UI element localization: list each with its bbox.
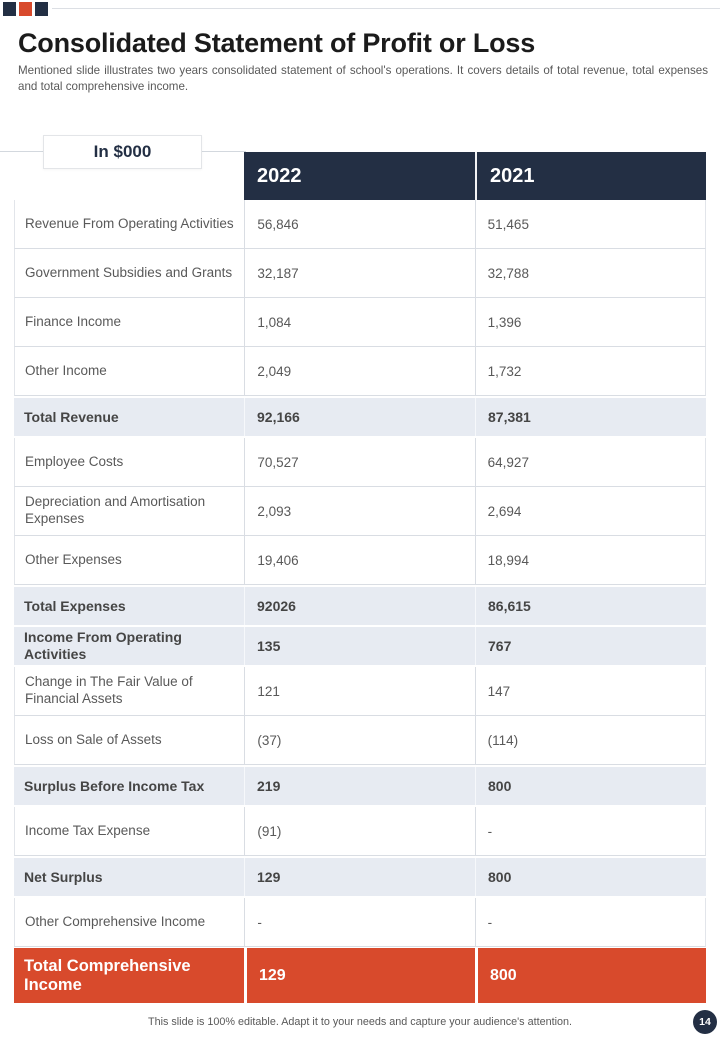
accent-square-navy [3, 2, 16, 16]
value-cell-2022: 219 [244, 767, 475, 805]
value-cell-2022: (37) [244, 716, 474, 764]
row-label-cell: Surplus Before Income Tax [24, 777, 205, 794]
table-row: Net Surplus 129 800 [14, 858, 706, 896]
value-cell-2022: 135 [244, 627, 475, 665]
accent-square-navy [35, 2, 48, 16]
value-cell-2022: 2,049 [244, 347, 474, 395]
table-row: Total Comprehensive Income 129 800 [14, 948, 706, 1003]
top-accent-squares [3, 2, 48, 16]
row-label-cell: Total Comprehensive Income [24, 956, 191, 994]
value-cell-2021: 18,994 [474, 536, 705, 584]
row-label-cell: Income Tax Expense [25, 822, 151, 838]
row-label-cell: Depreciation and Amortisation Expenses [25, 494, 206, 526]
table-row: Revenue From Operating Activities 56,846… [14, 200, 706, 249]
header-spacer-cell [14, 152, 244, 200]
value-cell-2022: 70,527 [244, 438, 474, 486]
value-cell-2021: (114) [474, 716, 705, 764]
units-label-box: In $000 [43, 135, 202, 169]
row-label-cell: Net Surplus [24, 868, 103, 885]
table-row: Finance Income 1,084 1,396 [14, 298, 706, 347]
table-row: Total Expenses 92026 86,615 [14, 587, 706, 625]
value-cell-2022: 129 [244, 858, 475, 896]
table-row: Other Comprehensive Income - - [14, 898, 706, 947]
row-label-cell: Other Comprehensive Income [25, 913, 206, 929]
page-number-badge: 14 [693, 1010, 717, 1034]
value-cell-2021: 147 [474, 667, 705, 715]
table-row: Total Revenue 92,166 87,381 [14, 398, 706, 436]
value-cell-2022: - [244, 898, 474, 946]
value-cell-2022: 92,166 [244, 398, 475, 436]
table-body: Revenue From Operating Activities 56,846… [14, 200, 706, 1003]
value-cell-2021: 1,732 [474, 347, 705, 395]
row-label-cell: Income From Operating Activities [24, 629, 182, 662]
row-label-cell: Employee Costs [25, 453, 124, 469]
value-cell-2021: 800 [475, 767, 706, 805]
profit-loss-table: 2022 2021 Revenue From Operating Activit… [14, 152, 706, 1003]
table-row: Other Expenses 19,406 18,994 [14, 536, 706, 585]
accent-square-orange [19, 2, 32, 16]
value-cell-2022: (91) [244, 807, 474, 855]
table-row: Income Tax Expense (91) - [14, 807, 706, 856]
value-cell-2022: 129 [244, 948, 475, 1003]
row-label-cell: Change in The Fair Value of Financial As… [25, 674, 193, 706]
value-cell-2021: 32,788 [474, 249, 705, 297]
table-header-row: 2022 2021 [14, 152, 706, 200]
value-cell-2021: 87,381 [475, 398, 706, 436]
page-title: Consolidated Statement of Profit or Loss [18, 28, 536, 58]
table-row: Surplus Before Income Tax 219 800 [14, 767, 706, 805]
table-row: Government Subsidies and Grants 32,187 3… [14, 249, 706, 298]
row-label-cell: Finance Income [25, 313, 122, 329]
value-cell-2021: 800 [475, 948, 706, 1003]
table-row: Other Income 2,049 1,732 [14, 347, 706, 396]
row-label-cell: Revenue From Operating Activities [25, 215, 234, 231]
value-cell-2021: - [474, 898, 705, 946]
value-cell-2022: 92026 [244, 587, 475, 625]
table-row: Income From Operating Activities 135 767 [14, 627, 706, 665]
table-row: Loss on Sale of Assets (37) (114) [14, 716, 706, 765]
footer-note: This slide is 100% editable. Adapt it to… [147, 1016, 572, 1028]
value-cell-2021: 1,396 [474, 298, 705, 346]
page-subtitle: Mentioned slide illustrates two years co… [18, 64, 708, 94]
value-cell-2021: - [474, 807, 705, 855]
top-divider-line [52, 8, 720, 9]
row-label-cell: Total Revenue [24, 408, 119, 425]
value-cell-2022: 19,406 [244, 536, 474, 584]
row-label-cell: Government Subsidies and Grants [25, 264, 233, 280]
row-label-cell: Loss on Sale of Assets [25, 731, 162, 747]
row-label-cell: Other Income [25, 362, 107, 378]
table-row: Change in The Fair Value of Financial As… [14, 667, 706, 716]
table-row: Employee Costs 70,527 64,927 [14, 438, 706, 487]
value-cell-2021: 2,694 [474, 487, 705, 535]
table-row: Depreciation and Amortisation Expenses 2… [14, 487, 706, 536]
value-cell-2021: 800 [475, 858, 706, 896]
column-header-2021: 2021 [475, 152, 706, 200]
value-cell-2022: 1,084 [244, 298, 474, 346]
row-label-cell: Other Expenses [25, 551, 122, 567]
row-label-cell: Total Expenses [24, 597, 126, 614]
value-cell-2022: 121 [244, 667, 474, 715]
value-cell-2021: 86,615 [475, 587, 706, 625]
value-cell-2021: 64,927 [474, 438, 705, 486]
value-cell-2022: 56,846 [244, 200, 474, 248]
value-cell-2022: 32,187 [244, 249, 474, 297]
column-header-2022: 2022 [244, 152, 475, 200]
value-cell-2021: 51,465 [474, 200, 705, 248]
value-cell-2022: 2,093 [244, 487, 474, 535]
value-cell-2021: 767 [475, 627, 706, 665]
